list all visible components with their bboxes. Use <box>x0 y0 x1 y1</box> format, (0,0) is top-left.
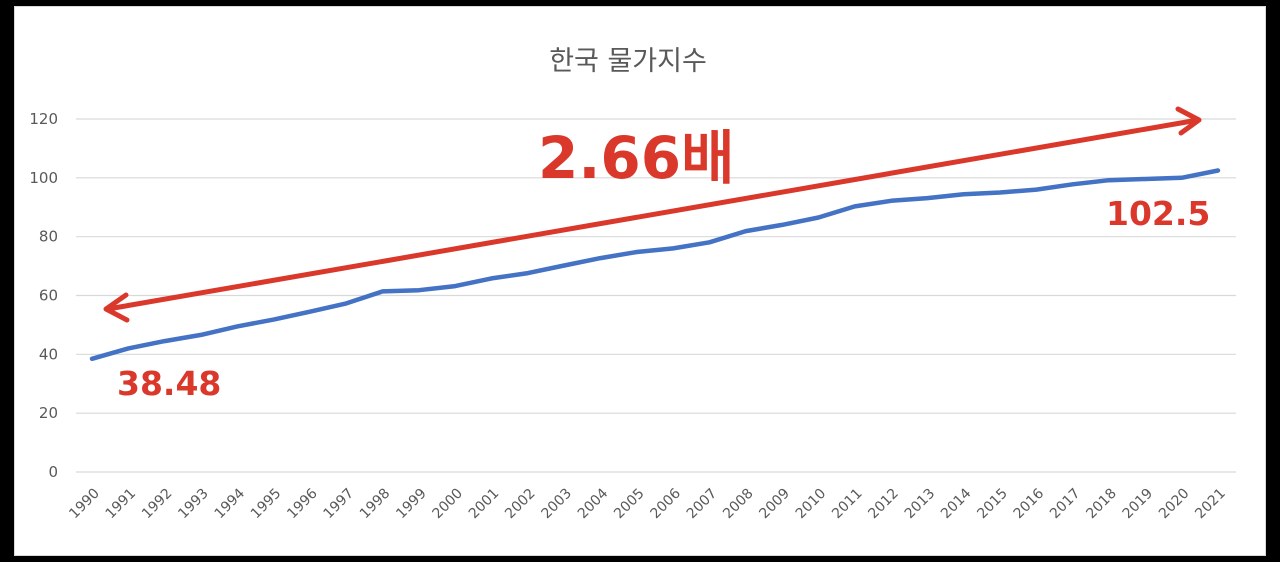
x-tick-label: 2001 <box>466 486 503 523</box>
y-axis-ticks: 0 20 40 60 80 100 120 <box>29 110 58 481</box>
x-tick-label: 2010 <box>793 486 830 523</box>
x-tick-label: 2021 <box>1192 486 1229 523</box>
y-tick-label: 20 <box>39 404 58 422</box>
gridlines <box>76 118 1236 473</box>
x-tick-label: 1994 <box>212 485 249 522</box>
arrow-left-icon <box>103 292 130 323</box>
x-tick-label: 1992 <box>139 486 176 523</box>
x-tick-label: 2004 <box>575 485 612 522</box>
x-tick-label: 1997 <box>321 486 358 523</box>
x-axis-ticks: 1990 1991 1992 1993 1994 1995 1996 1997 1998 1999… <box>66 485 1229 522</box>
price-index-line <box>89 168 1221 362</box>
y-tick-label: 0 <box>48 463 58 481</box>
x-tick-label: 2018 <box>1083 486 1120 523</box>
end-value-annotation: 102.5 <box>1106 194 1210 233</box>
x-tick-label: 2012 <box>865 486 902 523</box>
chart-title: 한국 물가지수 <box>549 46 707 77</box>
arrow-right-icon <box>1175 106 1202 136</box>
start-value-annotation: 38.48 <box>117 364 221 403</box>
x-tick-label: 2006 <box>647 485 684 522</box>
x-tick-label: 2002 <box>502 486 539 523</box>
x-tick-label: 2019 <box>1120 486 1157 523</box>
x-tick-label: 2007 <box>684 486 721 523</box>
x-tick-label: 2016 <box>1011 485 1048 522</box>
y-tick-label: 120 <box>29 110 58 128</box>
x-tick-label: 2000 <box>430 486 467 523</box>
x-tick-label: 2020 <box>1156 486 1193 523</box>
y-tick-label: 40 <box>39 345 58 363</box>
ratio-annotation: 2.66배 <box>538 124 734 192</box>
chart-frame <box>14 6 1266 556</box>
x-tick-label: 2014 <box>938 485 975 522</box>
x-tick-label: 2009 <box>756 486 793 523</box>
x-tick-label: 1991 <box>103 486 140 523</box>
x-tick-label: 2003 <box>539 486 576 523</box>
y-tick-label: 60 <box>39 287 58 305</box>
x-tick-label: 1999 <box>393 486 430 523</box>
x-tick-label: 2008 <box>720 486 757 523</box>
x-tick-label: 1990 <box>66 486 103 523</box>
x-tick-label: 1996 <box>284 485 321 522</box>
y-tick-label: 100 <box>29 169 58 187</box>
x-tick-label: 2011 <box>829 486 866 523</box>
x-tick-label: 2017 <box>1047 486 1084 523</box>
y-tick-label: 80 <box>39 228 58 246</box>
double-arrow-annotation <box>103 106 1202 323</box>
x-tick-label: 1993 <box>175 486 212 523</box>
x-tick-label: 2015 <box>974 486 1011 523</box>
x-tick-label: 2013 <box>902 486 939 523</box>
x-tick-label: 1998 <box>357 486 394 523</box>
x-tick-label: 2005 <box>611 486 648 523</box>
x-tick-label: 1995 <box>248 486 285 523</box>
